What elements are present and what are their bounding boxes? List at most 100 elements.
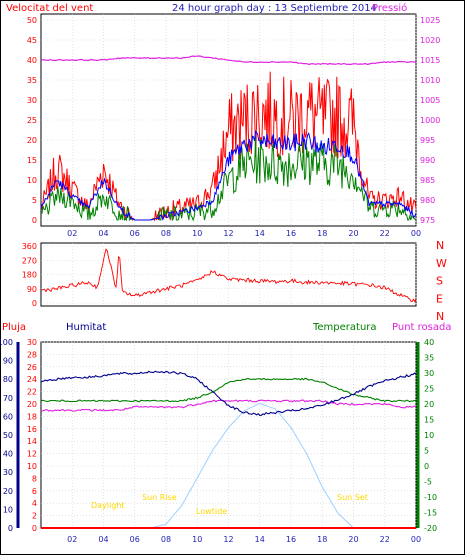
bottom-x-tick: 10 bbox=[192, 535, 202, 544]
pressure-y-tick: 1010 bbox=[420, 76, 440, 85]
wind-y-tick: 15 bbox=[27, 156, 37, 165]
direction-panel-series bbox=[40, 248, 417, 303]
pressure-y-tick: 995 bbox=[420, 136, 435, 145]
rain-y-tick: 6 bbox=[32, 487, 37, 496]
direction-y-tick: 360 bbox=[22, 242, 37, 251]
compass-label: S bbox=[436, 275, 443, 288]
temperature-y-tick: 15 bbox=[424, 416, 434, 425]
wind-y-tick: 0 bbox=[32, 216, 37, 225]
wind-x-tick: 04 bbox=[98, 229, 108, 238]
humidity-y-tick: 90 bbox=[3, 357, 13, 366]
wind-y-tick: 25 bbox=[27, 116, 37, 125]
wind-y-tick: 35 bbox=[27, 76, 37, 85]
humidity-y-tick: 50 bbox=[3, 431, 13, 440]
direction-y-tick: 0 bbox=[32, 299, 37, 308]
bottom-x-tick: 22 bbox=[380, 535, 390, 544]
rain-y-tick: 22 bbox=[27, 388, 37, 397]
rain-y-tick: 24 bbox=[27, 375, 37, 384]
direction-y-tick: 270 bbox=[22, 256, 37, 265]
bottom-x-tick: 18 bbox=[317, 535, 327, 544]
pressure-y-tick: 975 bbox=[420, 216, 435, 225]
rain-y-tick: 4 bbox=[32, 499, 37, 508]
direction-y-tick: 90 bbox=[27, 285, 37, 294]
rain-y-tick: 14 bbox=[27, 437, 37, 446]
bottom-panel-grid bbox=[41, 341, 417, 529]
wind-x-tick: 10 bbox=[192, 229, 202, 238]
humidity-label: Humitat bbox=[66, 322, 106, 333]
rain-y-tick: 16 bbox=[27, 425, 37, 434]
compass-label: E bbox=[436, 292, 443, 305]
bottom-x-tick: 08 bbox=[161, 535, 171, 544]
wind-y-tick: 5 bbox=[32, 196, 37, 205]
humidity-y-tick: 10 bbox=[3, 505, 13, 514]
temperature-y-tick: 30 bbox=[424, 369, 434, 378]
pressure-y-tick: 1025 bbox=[420, 16, 440, 25]
compass-label: N bbox=[436, 239, 444, 252]
sunrise-annotation: Sun Rise bbox=[142, 493, 177, 502]
bottom-x-tick: 04 bbox=[98, 535, 108, 544]
temperature-y-tick: 25 bbox=[424, 385, 434, 394]
humidity-y-tick: 80 bbox=[3, 375, 13, 384]
humidity-line bbox=[40, 370, 417, 416]
dewpoint-line bbox=[40, 399, 417, 412]
bottom-panel-series bbox=[40, 370, 417, 529]
bottom-panel-axes: 1009080706050403020100302826242220181614… bbox=[0, 338, 437, 544]
rain-y-tick: 18 bbox=[27, 412, 37, 421]
pressure-y-tick: 1015 bbox=[420, 56, 440, 65]
temperature-y-tick: 35 bbox=[424, 354, 434, 363]
wind-y-tick: 45 bbox=[27, 36, 37, 45]
wind-x-tick: 20 bbox=[348, 229, 358, 238]
wind-y-tick: 30 bbox=[27, 96, 37, 105]
temperature-y-tick: 40 bbox=[424, 338, 434, 347]
wind-y-tick: 20 bbox=[27, 136, 37, 145]
dewpoint-label: Punt rosada bbox=[392, 322, 451, 333]
pressure-y-tick: 1005 bbox=[420, 96, 440, 105]
rain-y-tick: 2 bbox=[32, 512, 37, 521]
pressure-y-tick: 1000 bbox=[420, 116, 440, 125]
wind-x-tick: 14 bbox=[255, 229, 265, 238]
bottom-x-tick: 20 bbox=[348, 535, 358, 544]
compass-label: N bbox=[436, 310, 444, 323]
chart-title: 24 hour graph day : 13 Septiembre 2014 bbox=[172, 3, 377, 14]
bottom-x-tick: 12 bbox=[223, 535, 233, 544]
wind-x-tick: 18 bbox=[317, 229, 327, 238]
daylight-annotation: Daylight bbox=[91, 501, 125, 510]
temperature-y-tick: -5 bbox=[424, 478, 432, 487]
pressure-y-tick: 1020 bbox=[420, 36, 440, 45]
rain-y-tick: 12 bbox=[27, 450, 37, 459]
rain-y-tick: 30 bbox=[27, 338, 37, 347]
rain-y-tick: 26 bbox=[27, 363, 37, 372]
pressure-y-tick: 980 bbox=[420, 196, 435, 205]
pressure-y-tick: 985 bbox=[420, 176, 435, 185]
lowtide-annotation: Lowtide bbox=[196, 507, 227, 516]
humidity-y-tick: 70 bbox=[3, 394, 13, 403]
temperature-y-tick: 10 bbox=[424, 431, 434, 440]
temperature-y-tick: 5 bbox=[424, 447, 429, 456]
temperature-y-tick: 0 bbox=[424, 462, 429, 471]
wind-y-tick: 50 bbox=[27, 16, 37, 25]
bottom-x-tick: 16 bbox=[286, 535, 296, 544]
temperature-y-tick: -20 bbox=[424, 524, 437, 533]
rain-y-tick: 8 bbox=[32, 474, 37, 483]
wind-x-tick: 08 bbox=[161, 229, 171, 238]
humidity-y-tick: 60 bbox=[3, 412, 13, 421]
humidity-y-tick: 40 bbox=[3, 450, 13, 459]
temperature-y-tick: 20 bbox=[424, 400, 434, 409]
wind-panel-series bbox=[40, 55, 417, 222]
humidity-y-tick: 30 bbox=[3, 468, 13, 477]
direction-y-tick: 180 bbox=[22, 271, 37, 280]
wind-x-tick: 16 bbox=[286, 229, 296, 238]
wind-x-tick: 06 bbox=[130, 229, 140, 238]
pressure-line bbox=[40, 55, 417, 66]
wind-y-tick: 40 bbox=[27, 56, 37, 65]
wind-title: Velocitat del vent bbox=[6, 3, 93, 14]
rain-y-tick: 28 bbox=[27, 350, 37, 359]
bottom-x-tick: 02 bbox=[67, 535, 77, 544]
rain-label: Pluja bbox=[2, 322, 26, 333]
wind-x-tick: 02 bbox=[67, 229, 77, 238]
humidity-y-tick: 100 bbox=[0, 338, 13, 347]
pressure-y-tick: 990 bbox=[420, 156, 435, 165]
wind-green-line bbox=[40, 136, 417, 222]
